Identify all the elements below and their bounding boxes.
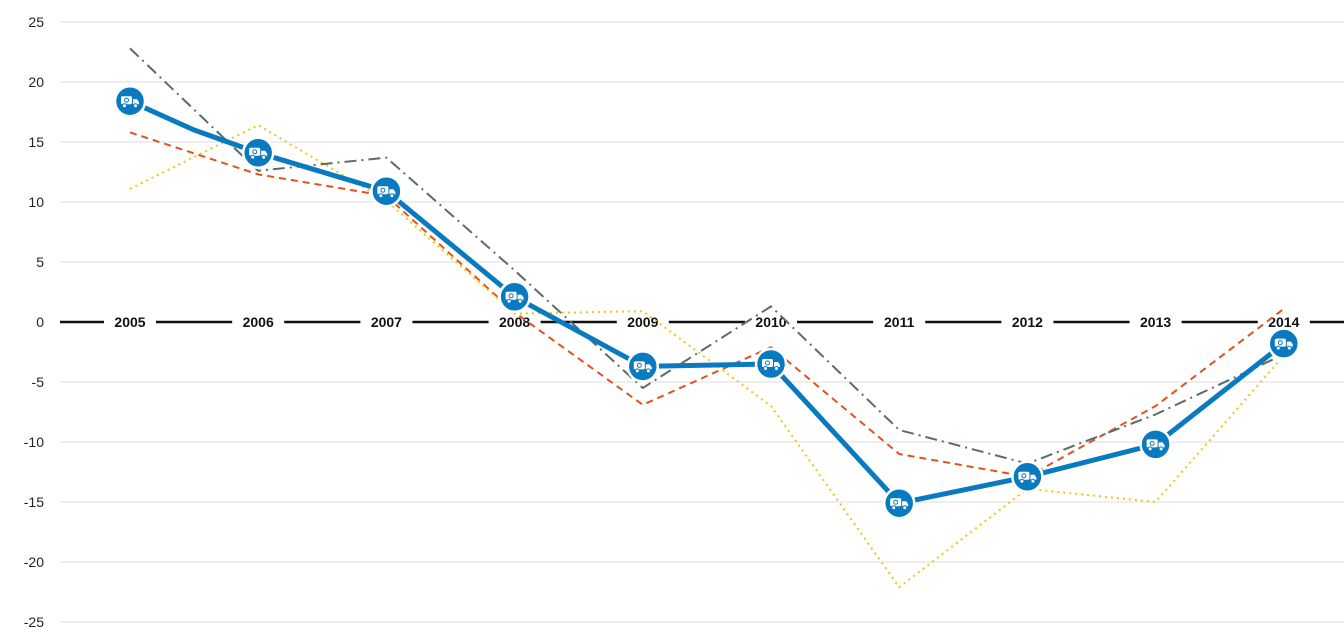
truck-icon xyxy=(754,347,788,381)
series-line-2 xyxy=(129,124,1285,589)
truck-icon xyxy=(241,136,275,170)
y-tick-label: -10 xyxy=(24,434,44,450)
y-tick-label: 15 xyxy=(28,134,44,150)
y-tick-label: -20 xyxy=(24,554,44,570)
y-axis-tick-labels: 25 20 15 10 5 0 -5 -10 -15 -20 -25 xyxy=(24,14,44,628)
y-tick-label: -5 xyxy=(32,374,45,390)
category-label-background xyxy=(745,312,797,332)
y-tick-label: -15 xyxy=(24,494,44,510)
x-category-label: 2007 xyxy=(371,314,402,330)
truck-icon xyxy=(498,280,531,314)
truck-icon xyxy=(113,84,147,118)
category-label-background xyxy=(873,312,926,332)
series-lines xyxy=(127,47,1287,589)
category-label-background xyxy=(616,312,669,332)
x-category-label: 2012 xyxy=(1012,314,1043,330)
x-category-label: 2013 xyxy=(1140,314,1171,330)
truck-icon xyxy=(1139,428,1172,461)
gridlines xyxy=(60,21,1344,623)
x-category-label: 2008 xyxy=(499,314,530,330)
x-category-label: 2005 xyxy=(114,314,145,330)
y-tick-label: -25 xyxy=(24,614,44,628)
truck-icon xyxy=(626,350,660,383)
x-category-label: 2006 xyxy=(243,314,274,330)
category-label-background xyxy=(488,312,541,332)
truck-icon xyxy=(1267,327,1301,360)
zero-axis: 2005 2006 2007 2008 2009 2010 2011 2012 2013 2014 xyxy=(60,312,1344,332)
category-label-background xyxy=(360,312,413,332)
truck-icon xyxy=(1011,460,1044,494)
x-category-label: 2014 xyxy=(1268,314,1299,330)
x-category-label: 2011 xyxy=(884,314,915,330)
category-label-background xyxy=(104,312,156,332)
series-markers xyxy=(113,48,1301,588)
y-tick-label: 25 xyxy=(28,14,44,30)
series-line-3 xyxy=(129,47,1285,465)
category-label-background xyxy=(1257,312,1310,332)
y-tick-label: 10 xyxy=(28,194,44,210)
y-tick-label: 5 xyxy=(36,254,44,270)
x-category-label: 2010 xyxy=(755,314,786,330)
series-line-1 xyxy=(129,131,1285,478)
category-label-background xyxy=(232,312,285,332)
truck-icon xyxy=(882,486,916,520)
y-tick-label: 0 xyxy=(36,314,44,330)
x-category-label: 2009 xyxy=(627,314,658,330)
y-tick-label: 20 xyxy=(28,74,44,90)
category-label-background xyxy=(1129,312,1182,332)
truck-icon xyxy=(370,174,403,208)
series-line-0 xyxy=(127,98,1287,506)
category-label-background xyxy=(1001,312,1054,332)
